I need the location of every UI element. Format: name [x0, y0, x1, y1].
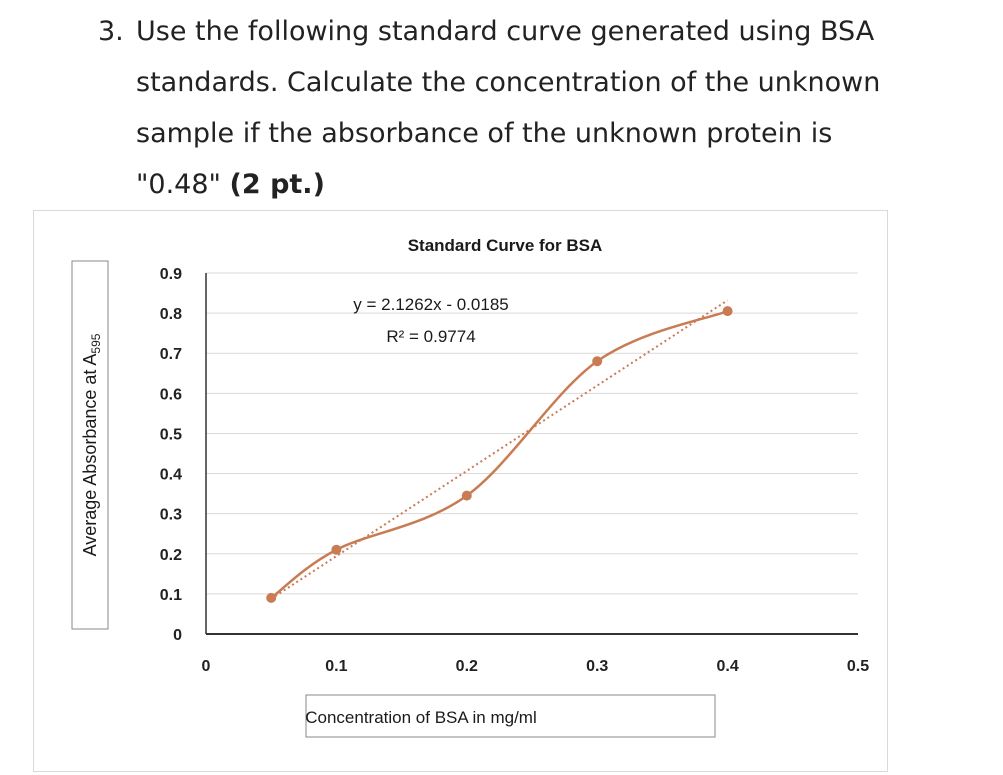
data-point	[461, 490, 472, 501]
data-point	[722, 306, 733, 317]
y-tick-label: 0.7	[160, 346, 182, 363]
trendline-line	[270, 299, 729, 600]
y-tick-label: 0.8	[160, 306, 182, 323]
series-line	[270, 309, 729, 599]
chart-title: Standard Curve for BSA	[408, 236, 603, 255]
question-line: standards. Calculate the concentration o…	[136, 67, 881, 98]
x-tick-label: 0.4	[716, 658, 738, 675]
question-body: Use the following standard curve generat…	[136, 6, 976, 210]
y-tick-label: 0.4	[160, 467, 182, 484]
y-tick-label: 0.2	[160, 547, 182, 564]
standard-curve-chart: Standard Curve for BSA 00.10.20.30.40.50…	[71, 236, 869, 738]
y-tick-label: 0.9	[160, 266, 182, 283]
data-curve	[270, 309, 729, 599]
y-tick-label: 0.3	[160, 507, 182, 524]
y-axis-label-main: Average Absorbance at A	[80, 354, 100, 557]
data-point	[592, 356, 603, 367]
trendline-equation: y = 2.1262x - 0.0185	[353, 295, 508, 314]
y-tick-label: 0.6	[160, 386, 182, 403]
points-label: (2 pt.)	[229, 169, 325, 200]
equation-block: y = 2.1262x - 0.0185 R² = 0.9774	[353, 295, 508, 346]
gridlines	[206, 272, 858, 595]
data-point	[266, 592, 277, 603]
question-line-last: "0.48" (2 pt.)	[136, 159, 976, 210]
data-point	[331, 544, 342, 555]
r-squared-label: R² = 0.9774	[386, 327, 475, 346]
question-number: 3.	[98, 16, 124, 47]
x-tick-label: 0.1	[325, 658, 347, 675]
question-line: sample if the absorbance of the unknown …	[136, 118, 833, 149]
x-tick-label: 0.2	[456, 658, 478, 675]
data-points	[266, 306, 733, 603]
y-axis-label-text: Average Absorbance at A595	[80, 333, 103, 556]
x-axis-label-text: Concentration of BSA in mg/ml	[305, 708, 537, 727]
y-axis-label-subscript: 595	[89, 333, 103, 353]
x-tick-label: 0.5	[847, 658, 869, 675]
x-axis-label: Concentration of BSA in mg/ml	[305, 694, 716, 738]
absorbance-value-text: "0.48"	[136, 169, 230, 200]
y-axis-label-box	[71, 260, 109, 630]
trendline	[270, 299, 729, 600]
y-tick-label: 0.5	[160, 426, 182, 443]
y-tick-label: 0	[173, 627, 182, 644]
y-axis-label: Average Absorbance at A595	[71, 260, 109, 630]
x-tick-label: 0.3	[586, 658, 608, 675]
x-tick-label: 0	[202, 658, 211, 675]
axes	[205, 273, 858, 635]
x-axis-label-box	[305, 694, 716, 738]
y-tick-label: 0.1	[160, 587, 182, 604]
tick-labels: 0 0.1 0.2 0.3 0.4 0.5 0.6 0.7 0.8 0.9 0 0.1 0.2 0.3 0.…	[160, 266, 869, 675]
chart-container: Standard Curve for BSA 0 0.1 0.2 0.3 0.4 0.5 0…	[33, 210, 888, 772]
question-line: Use the following standard curve generat…	[136, 16, 875, 47]
